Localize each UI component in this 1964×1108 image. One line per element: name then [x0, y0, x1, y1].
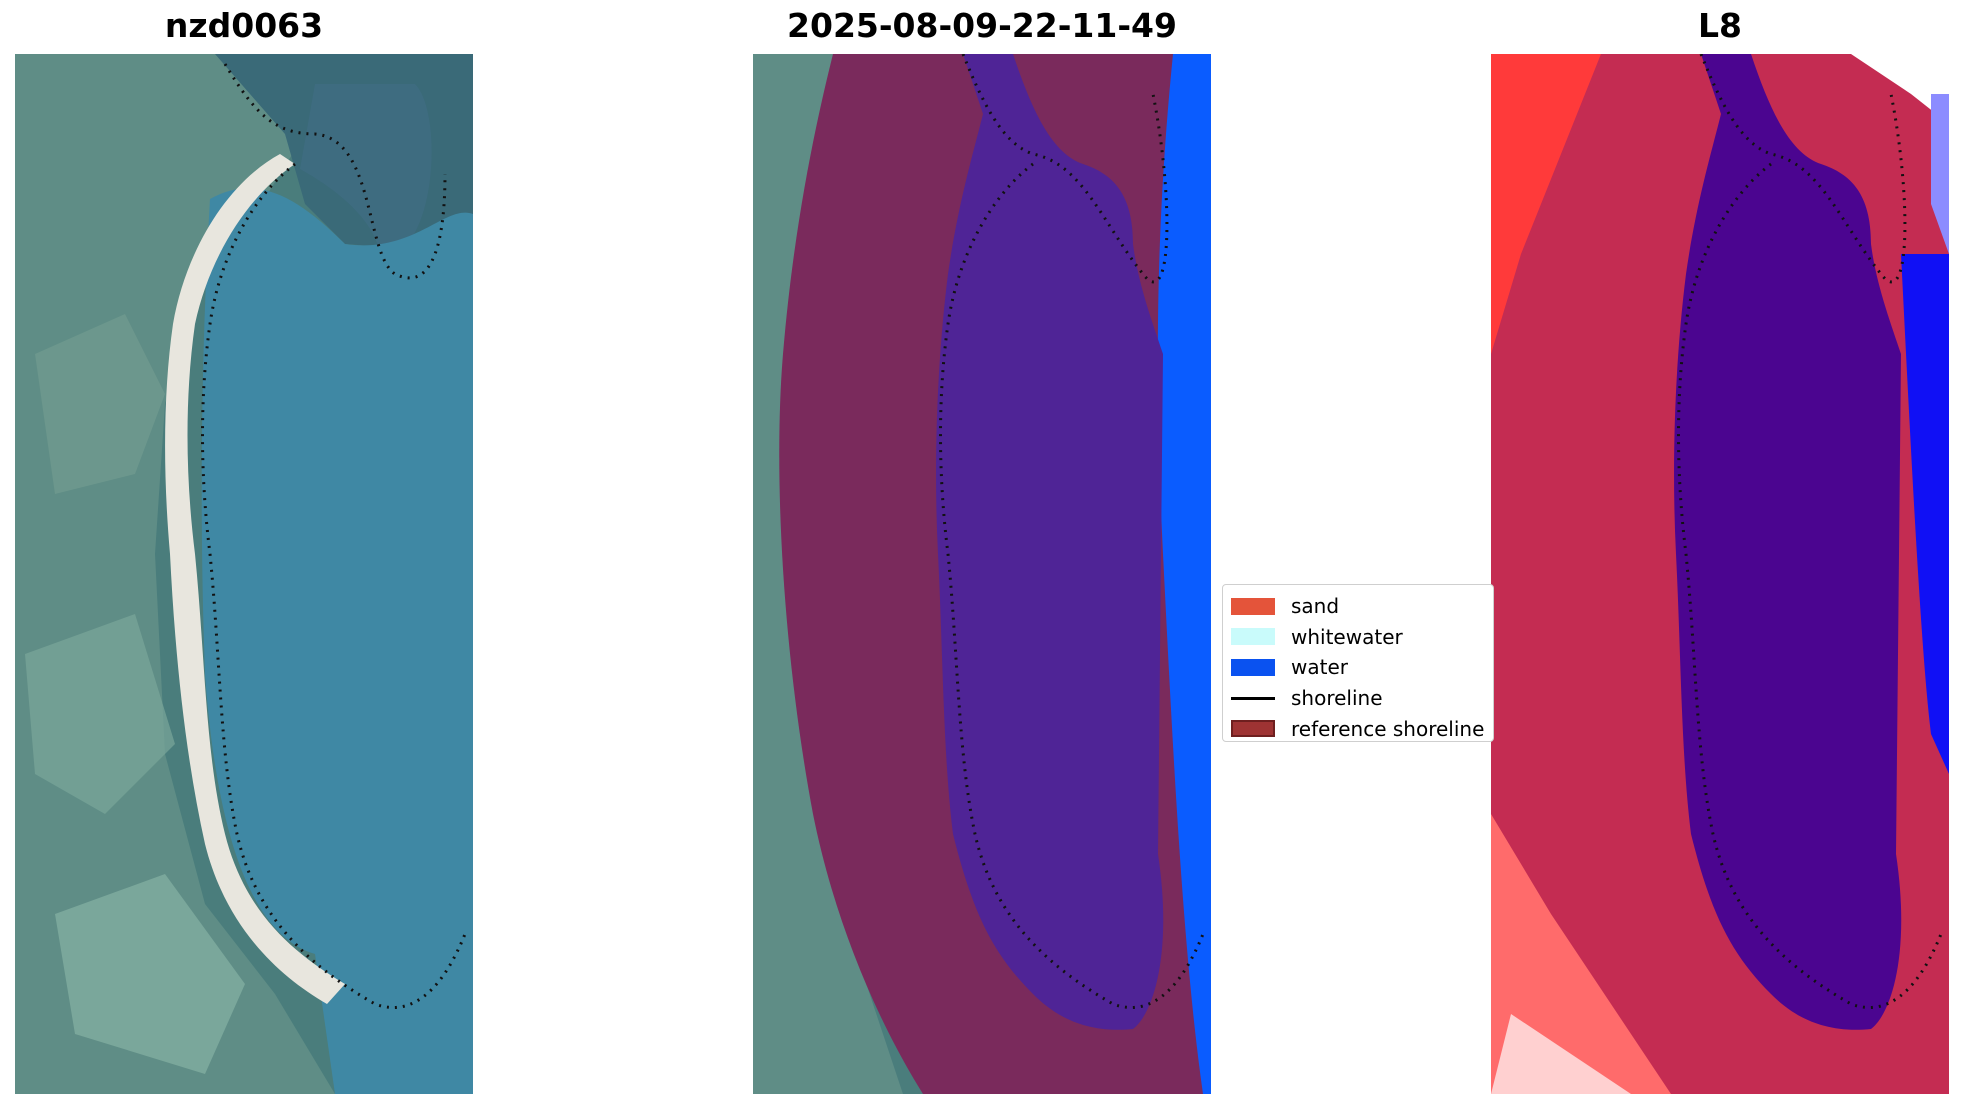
legend: sand whitewater water shoreline referenc… [1222, 584, 1494, 742]
panel-title-rgb: nzd0063 [164, 6, 324, 45]
legend-label: reference shoreline [1291, 716, 1485, 741]
legend-item-water: water [1231, 652, 1485, 683]
legend-label: whitewater [1291, 624, 1403, 649]
legend-item-sand: sand [1231, 591, 1485, 622]
classified-image [753, 54, 1211, 1094]
index-image [1491, 54, 1949, 1094]
reference-shoreline-swatch [1231, 720, 1275, 738]
rgb-image [15, 54, 473, 1094]
classified-image-panel [753, 54, 1211, 1094]
panel-title-classified: 2025-08-09-22-11-49 [787, 6, 1177, 45]
legend-item-shoreline: shoreline [1231, 683, 1485, 714]
legend-item-whitewater: whitewater [1231, 622, 1485, 653]
legend-label: sand [1291, 594, 1340, 619]
panel-title-index: L8 [1698, 6, 1742, 45]
water-swatch [1231, 658, 1275, 676]
legend-label: water [1291, 655, 1348, 680]
sand-swatch [1231, 597, 1275, 615]
legend-item-reference-shoreline: reference shoreline [1231, 713, 1485, 744]
index-image-panel [1491, 54, 1949, 1094]
whitewater-swatch [1231, 628, 1275, 646]
shoreline-line-swatch [1231, 696, 1275, 700]
rgb-image-panel [15, 54, 473, 1094]
legend-label: shoreline [1291, 686, 1383, 711]
